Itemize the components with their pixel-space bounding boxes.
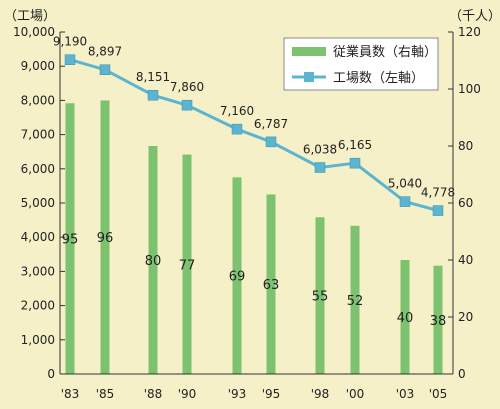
factory-line-path [69, 58, 439, 213]
factory-line-label: 9,190 [53, 35, 87, 49]
employee-bars [65, 100, 443, 375]
right-tick-label: 20 [458, 310, 473, 324]
factory-line-marker [64, 54, 76, 65]
x-tick-label: '83 [61, 387, 80, 401]
right-tick-label: 80 [458, 139, 473, 153]
legend: 従業員数（右軸） 工場数（左軸） [283, 37, 439, 91]
left-tick-label: 0 [47, 367, 55, 381]
employee-bar [232, 177, 242, 374]
factory-line [64, 54, 444, 216]
factory-line-marker [432, 205, 444, 216]
factory-line-label: 6,038 [303, 143, 337, 157]
x-tick-label: '00 [346, 387, 365, 401]
factory-line-label: 5,040 [388, 177, 422, 191]
factory-line-label: 4,778 [421, 186, 455, 200]
left-tick-label: 5,000 [21, 196, 55, 210]
left-tick-label: 3,000 [21, 264, 55, 278]
right-tick-label: 120 [458, 25, 481, 39]
factory-line-label: 8,897 [88, 45, 122, 59]
factory-line-label: 7,860 [170, 80, 204, 94]
left-tick-label: 6,000 [21, 162, 55, 176]
factory-line-label: 6,165 [338, 138, 372, 152]
left-axis-unit: （工場） [4, 9, 56, 24]
right-tick-label: 100 [458, 82, 481, 96]
factory-line-marker [265, 136, 277, 148]
factory-line-label: 6,787 [254, 117, 288, 131]
factory-line-marker [399, 196, 411, 207]
legend-employee-label: 従業員数（右軸） [333, 44, 437, 60]
left-tick-label: 8,000 [21, 93, 55, 107]
left-tick-label: 4,000 [21, 230, 55, 244]
right-tick-label: 0 [458, 367, 466, 381]
employee-bar-label: 95 [62, 233, 79, 248]
factory-line-marker [181, 99, 193, 111]
employee-bar [266, 194, 276, 374]
factory-line-label: 8,151 [136, 70, 170, 84]
employee-bar-label: 77 [179, 258, 196, 273]
employee-bar-label: 55 [312, 290, 329, 305]
x-tick-label: '05 [429, 387, 448, 401]
left-tick-label: 1,000 [21, 333, 55, 347]
legend-bar-swatch [292, 47, 326, 56]
x-axis-ticks: '83 '85 '88 '90 '93 '95 '98 '00 '03 '05 [61, 387, 448, 401]
employee-bar [350, 225, 360, 374]
employee-bar-label: 38 [430, 314, 447, 329]
employee-bar [148, 146, 158, 374]
left-tick-label: 10,000 [13, 25, 55, 39]
employee-bar [433, 265, 443, 374]
employee-bar-label: 63 [263, 278, 280, 293]
employee-bar [400, 260, 410, 374]
employee-bar [100, 100, 110, 375]
employee-bar-label: 80 [145, 254, 162, 269]
left-tick-label: 7,000 [21, 128, 55, 142]
left-tick-label: 2,000 [21, 299, 55, 313]
factory-line-marker [314, 162, 326, 173]
legend-line-marker [304, 72, 314, 82]
employee-bar [65, 103, 75, 374]
employee-bar-label: 96 [97, 231, 114, 246]
employee-bar [182, 154, 192, 374]
factory-line-label: 7,160 [220, 104, 254, 118]
right-axis-ticks: 0 20 40 60 80 100 120 [458, 25, 481, 381]
employee-bar-label: 52 [347, 294, 364, 309]
right-axis-unit: （千人） [449, 9, 500, 24]
left-axis-ticks: 0 1,000 2,000 3,000 4,000 5,000 6,000 7,000 8,00… [13, 25, 55, 381]
factory-line-marker [231, 123, 243, 135]
employee-bar [315, 217, 325, 374]
left-tick-label: 9,000 [21, 59, 55, 73]
factory-line-marker [349, 157, 361, 169]
factory-line-marker [99, 64, 111, 75]
employee-bar-label: 40 [397, 311, 414, 326]
right-tick-label: 40 [458, 253, 473, 267]
employee-bar-label: 69 [229, 270, 246, 285]
chart-axes [59, 31, 454, 375]
x-tick-label: '88 [144, 387, 163, 401]
x-tick-label: '93 [228, 387, 247, 401]
x-tick-label: '98 [311, 387, 330, 401]
factory-line-marker [147, 89, 159, 101]
x-tick-label: '90 [178, 387, 197, 401]
legend-factory-label: 工場数（左軸） [333, 71, 424, 86]
x-tick-label: '03 [396, 387, 415, 401]
right-tick-label: 60 [458, 196, 473, 210]
x-tick-label: '85 [96, 387, 115, 401]
employee-bar-labels: 95 96 80 77 69 63 55 52 40 38 [62, 231, 447, 329]
x-tick-label: '95 [262, 387, 281, 401]
